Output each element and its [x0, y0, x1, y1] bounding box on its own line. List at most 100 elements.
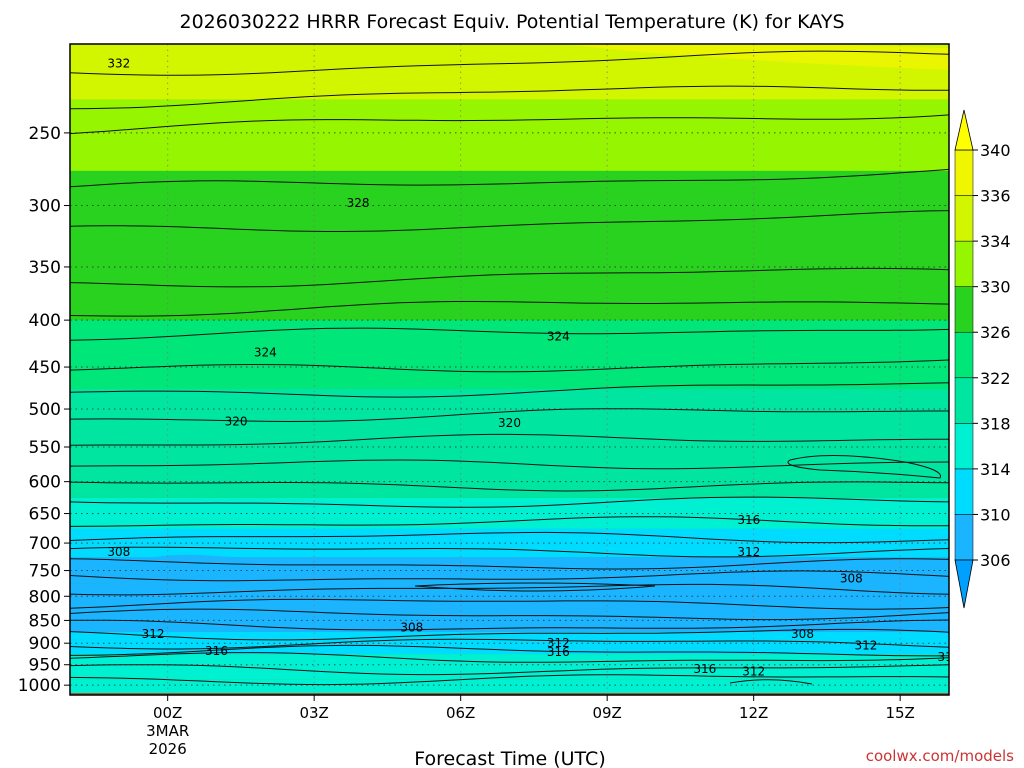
contour-line	[70, 608, 949, 621]
contour-label: 308	[400, 620, 423, 634]
colorbar-segment	[954, 331, 974, 379]
y-tick-label: 250	[29, 124, 61, 144]
colorbar: 306 310 314 318 322 326 330 334 336 340	[954, 109, 1011, 609]
contour-line	[70, 583, 949, 596]
contour-line	[70, 652, 949, 663]
contour-line	[70, 327, 949, 341]
x-tick-label: 03Z	[299, 704, 328, 722]
colorbar-label: 340	[980, 141, 1011, 160]
colorbar-segment	[954, 149, 974, 196]
contour-line	[70, 644, 949, 657]
colorbar-label: 306	[980, 551, 1011, 570]
colorbar-segment	[954, 514, 974, 561]
contour-line	[70, 619, 949, 631]
y-tick-label: 650	[29, 505, 61, 525]
x-tick-sublabel: 3MAR	[146, 722, 189, 740]
contour-closed-800	[414, 582, 656, 592]
colorbar-label: 310	[980, 505, 1011, 524]
contour-closed-600	[787, 454, 942, 479]
colorbar-label: 314	[980, 460, 1011, 479]
band-350	[70, 237, 949, 321]
contour-line	[70, 359, 949, 373]
contour-label: 312	[547, 636, 570, 650]
x-tick-label: 15Z	[885, 704, 914, 722]
colorbar-segment	[954, 286, 974, 333]
y-tick-label: 400	[29, 311, 61, 331]
contour-label: 312	[142, 627, 165, 641]
band-500	[70, 388, 949, 447]
x-axis-label: Forecast Time (UTC)	[414, 748, 605, 768]
contour-label: 312	[737, 545, 760, 559]
colorbar-segment	[954, 195, 974, 242]
contour-label: 320	[498, 416, 521, 430]
band-300	[70, 170, 949, 238]
contour-label: 324	[254, 346, 277, 360]
y-axis: 250 300 350 400 450 500 550 600 650 700 750 800 850 9…	[18, 124, 70, 696]
ground-surface	[70, 693, 949, 695]
colorbar-label: 326	[980, 323, 1011, 342]
colorbar-top-arrow	[954, 109, 974, 151]
y-tick-label: 800	[29, 587, 61, 607]
contour-line	[70, 570, 949, 582]
contour-line	[70, 114, 949, 135]
x-tick-label: 12Z	[739, 704, 768, 722]
contour-line	[70, 546, 949, 558]
y-tick-label: 900	[29, 634, 61, 654]
y-tick-label: 1000	[18, 676, 61, 696]
colorbar-segment	[954, 240, 974, 287]
x-tick-sublabel: 2026	[149, 740, 187, 758]
contour-line	[70, 301, 949, 317]
contour-line	[70, 433, 949, 446]
contour-label: 316	[938, 650, 961, 664]
y-tick-label: 750	[29, 562, 61, 582]
y-tick-label: 950	[29, 656, 61, 676]
contour-label: 316	[737, 513, 760, 527]
contour-label: 308	[791, 627, 814, 641]
band-850	[70, 608, 949, 632]
contour-line	[70, 638, 949, 650]
band-250	[70, 99, 949, 171]
contour-line	[70, 210, 949, 232]
contour-label: 308	[107, 545, 130, 559]
contour-line	[70, 674, 949, 686]
y-tick-label: 600	[29, 473, 61, 493]
contour-lines	[70, 50, 949, 686]
contour-label: 312	[742, 664, 765, 678]
contour-line	[70, 496, 949, 508]
contour-line	[70, 531, 949, 544]
y-tick-label: 450	[29, 358, 61, 378]
contour-line	[70, 267, 949, 288]
x-tick-label: 06Z	[446, 704, 475, 722]
y-tick-label: 300	[29, 197, 61, 217]
contour-line	[70, 481, 949, 492]
y-tick-label: 850	[29, 611, 61, 631]
contour-line	[70, 628, 949, 641]
colorbar-segment	[954, 468, 974, 515]
colorbar-segment	[954, 423, 974, 470]
grid-lines	[70, 44, 949, 695]
y-tick-label: 500	[29, 400, 61, 420]
colorbar-bottom-arrow	[954, 559, 974, 609]
contour-line	[70, 558, 949, 570]
colorbar-label: 330	[980, 278, 1011, 297]
y-tick-label: 700	[29, 534, 61, 554]
chart-title: 2026030222 HRRR Forecast Equiv. Potentia…	[180, 11, 845, 33]
contour-label: 320	[225, 415, 248, 429]
contour-label: 316	[205, 644, 228, 658]
contour-label: 312	[855, 638, 878, 652]
contour-closed-1000	[729, 679, 813, 685]
contour-line	[70, 516, 949, 527]
band-high-theta	[560, 44, 949, 70]
contour-line	[70, 664, 949, 676]
contour-label: 328	[347, 196, 370, 210]
contour-line	[70, 598, 949, 610]
colorbar-label: 318	[980, 414, 1011, 433]
credit-text: coolwx.com/models	[866, 747, 1014, 765]
band-900	[70, 631, 949, 655]
contour-label: 316	[547, 645, 570, 659]
contour-label: 324	[547, 330, 570, 344]
band-450	[70, 320, 949, 389]
